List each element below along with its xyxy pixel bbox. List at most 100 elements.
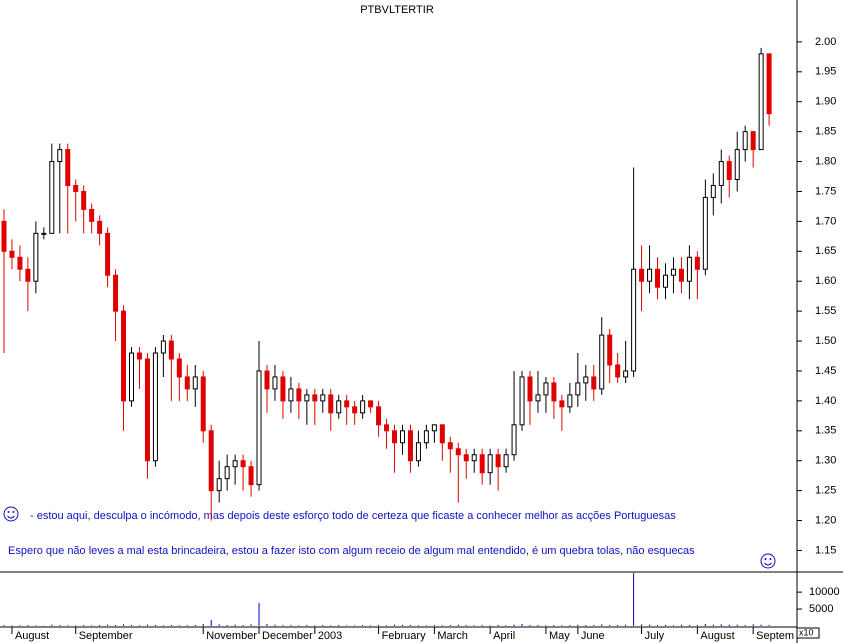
candle-body	[463, 454, 469, 462]
candle-body	[9, 250, 15, 258]
x-tick-label: May	[549, 630, 570, 642]
candle-body	[168, 340, 174, 360]
x-tick-label: June	[581, 630, 605, 642]
candle-body	[599, 334, 605, 390]
y-tick-label: 1.80	[815, 155, 836, 167]
candle-body	[17, 256, 23, 270]
candle-body	[647, 268, 653, 282]
y-tick-label: 1.35	[815, 425, 836, 437]
candle-body	[686, 256, 692, 282]
candle-body	[216, 478, 222, 492]
candle-body	[384, 424, 390, 432]
candle-body	[312, 394, 318, 402]
candle-body	[296, 388, 302, 402]
y-tick-label: 1.40	[815, 395, 836, 407]
candle-body	[583, 376, 589, 384]
smiley-eye	[769, 558, 772, 560]
y-tick-label: 5000	[809, 603, 833, 615]
candle-body	[631, 268, 637, 372]
smiley-mouth	[764, 562, 772, 566]
smiley-eye	[12, 511, 15, 513]
candle-body	[423, 430, 429, 444]
x-tick-label: August	[700, 630, 734, 642]
candle-body	[742, 131, 748, 151]
x-tick-label: 2003	[318, 630, 342, 642]
x-tick-label: February	[382, 630, 427, 642]
candle-body	[336, 400, 342, 414]
candle-body	[662, 274, 668, 288]
candle-body	[535, 394, 541, 402]
candle-body	[766, 53, 772, 115]
candle-body	[615, 364, 621, 378]
smiley-icon	[760, 553, 776, 569]
candle-body	[710, 184, 716, 198]
y-tick-label: 1.45	[815, 365, 836, 377]
candle-body	[304, 394, 310, 402]
candle-body	[224, 466, 230, 480]
annotation: Espero que não leves a mal esta brincade…	[8, 545, 695, 557]
smiley-eye	[7, 511, 10, 513]
y-tick-label: 1.95	[815, 66, 836, 78]
y-tick-label: 2.00	[815, 36, 836, 48]
candle-body	[559, 400, 565, 408]
candle-body	[471, 454, 477, 462]
candle-body	[105, 232, 111, 276]
candle-body	[192, 376, 198, 390]
candle-body	[368, 400, 374, 408]
candle-body	[264, 370, 270, 390]
candle-body	[328, 394, 334, 414]
candle-body	[399, 430, 405, 444]
candle-body	[487, 454, 493, 474]
y-tick-label: 1.25	[815, 485, 836, 497]
candle-body	[392, 430, 398, 444]
candle-body	[136, 352, 142, 360]
candle-body	[208, 430, 214, 492]
annotation: - estou aqui, desculpa o incómodo, mas d…	[30, 510, 676, 522]
y-tick-label: 1.50	[815, 335, 836, 347]
y-tick-label: 1.20	[815, 514, 836, 526]
candle-body	[495, 454, 501, 468]
candle-body	[726, 161, 732, 180]
candle-body	[25, 268, 31, 282]
candle-body	[352, 406, 358, 414]
x-tick-label: December	[262, 630, 313, 642]
candle-body	[750, 131, 756, 151]
y-tick-label: 1.30	[815, 455, 836, 467]
smiley-eye	[764, 558, 767, 560]
unit-box	[796, 627, 820, 639]
candle-body	[256, 370, 262, 486]
candle-body	[280, 376, 286, 402]
x-tick-label: July	[645, 630, 665, 642]
candle-body	[694, 256, 700, 270]
candle-body	[758, 53, 764, 151]
candle-body	[734, 149, 740, 180]
chart-title: PTBVLTERTIR	[360, 4, 434, 16]
candle-body	[591, 376, 597, 390]
candle-body	[718, 161, 724, 186]
candle-body	[607, 334, 613, 366]
candle-body	[702, 196, 708, 270]
smiley-icon	[3, 506, 19, 522]
candle-body	[184, 376, 190, 390]
candle-body	[73, 184, 79, 192]
y-tick-label: 10000	[809, 586, 840, 598]
candle-body	[439, 424, 445, 444]
candle-body	[248, 466, 254, 486]
volume-unit: x10	[799, 627, 814, 637]
candle-body	[455, 448, 461, 456]
y-tick-label: 1.85	[815, 126, 836, 138]
candle-body	[176, 358, 182, 378]
candle-body	[129, 352, 135, 402]
candle-body	[240, 460, 246, 468]
candle-body	[575, 382, 581, 396]
candle-body	[376, 406, 382, 426]
candle-body	[152, 352, 158, 462]
candle-body	[407, 430, 413, 462]
candle-body	[49, 161, 55, 234]
candle-body	[232, 460, 238, 468]
candle-body	[623, 370, 629, 378]
candle-body	[160, 340, 166, 354]
candle-body	[431, 424, 437, 432]
